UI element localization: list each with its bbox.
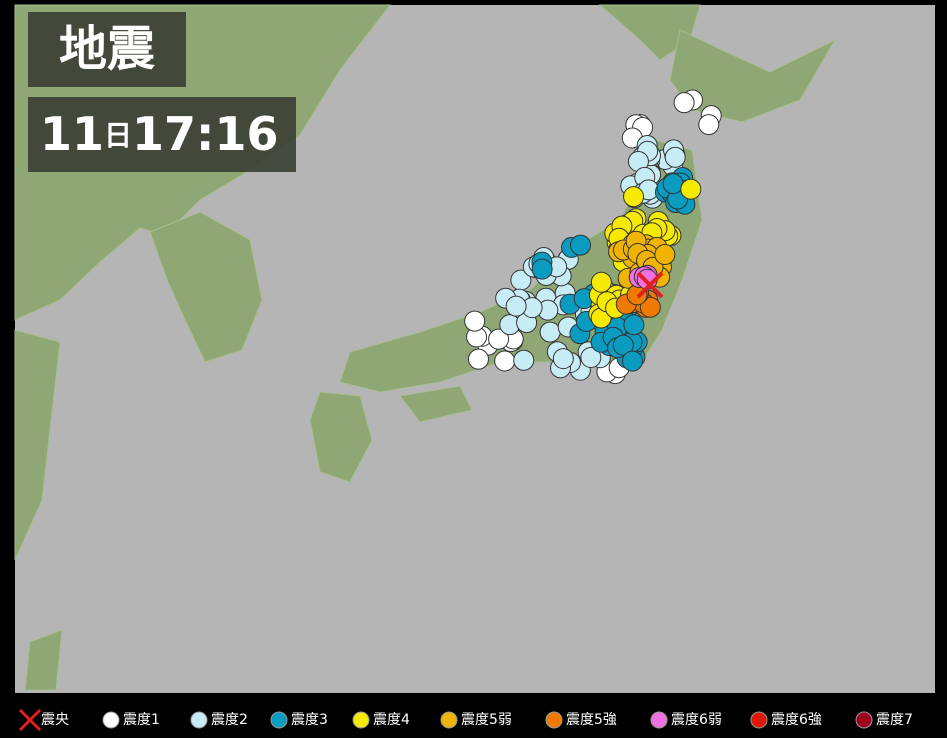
station (624, 187, 644, 207)
station (674, 93, 694, 113)
station (553, 349, 573, 369)
legend-label: 震度6弱 (671, 712, 722, 728)
legend-swatch (651, 712, 667, 728)
station (699, 115, 719, 135)
station (514, 350, 534, 370)
station (591, 272, 611, 292)
legend-label: 震央 (41, 712, 69, 728)
day: 11 (40, 107, 104, 161)
legend-label: 震度5強 (566, 712, 617, 728)
legend-swatch (271, 712, 287, 728)
station (624, 315, 644, 335)
station (665, 147, 685, 167)
station (495, 351, 515, 371)
legend-swatch (353, 712, 369, 728)
legend-label: 震度5弱 (461, 712, 512, 728)
legend-swatch (751, 712, 767, 728)
station (622, 351, 642, 371)
day-unit: 日 (104, 119, 132, 152)
legend-swatch (441, 712, 457, 728)
legend-swatch (546, 712, 562, 728)
page: 地震 11日17:16 震央 震度1 震度2 震度3 震度4 震度5弱 震度5強 震度6弱 震度… (0, 0, 947, 738)
legend-label: 震度6強 (771, 712, 822, 728)
station (663, 174, 683, 194)
legend-swatch (191, 712, 207, 728)
station (571, 235, 591, 255)
time: 17:16 (132, 107, 278, 161)
station (506, 296, 526, 316)
timestamp: 11日17:16 (40, 107, 278, 161)
station (540, 322, 560, 342)
station (465, 311, 485, 331)
legend-swatch (856, 712, 872, 728)
station (468, 349, 488, 369)
legend-label: 震度7 (876, 712, 913, 728)
legend: 震央 震度1 震度2 震度3 震度4 震度5弱 震度5強 震度6弱 震度6強 震度7 (20, 710, 913, 730)
map-view: 地震 11日17:16 震央 震度1 震度2 震度3 震度4 震度5弱 震度5強 震度6弱 震度… (0, 0, 947, 738)
legend-label: 震度3 (291, 712, 328, 728)
station (655, 245, 675, 265)
legend-swatch (103, 712, 119, 728)
station (681, 179, 701, 199)
title: 地震 (59, 21, 155, 77)
station (532, 259, 552, 279)
legend-label: 震度1 (123, 712, 160, 728)
legend-label: 震度2 (211, 712, 248, 728)
legend-label: 震度4 (373, 712, 410, 728)
